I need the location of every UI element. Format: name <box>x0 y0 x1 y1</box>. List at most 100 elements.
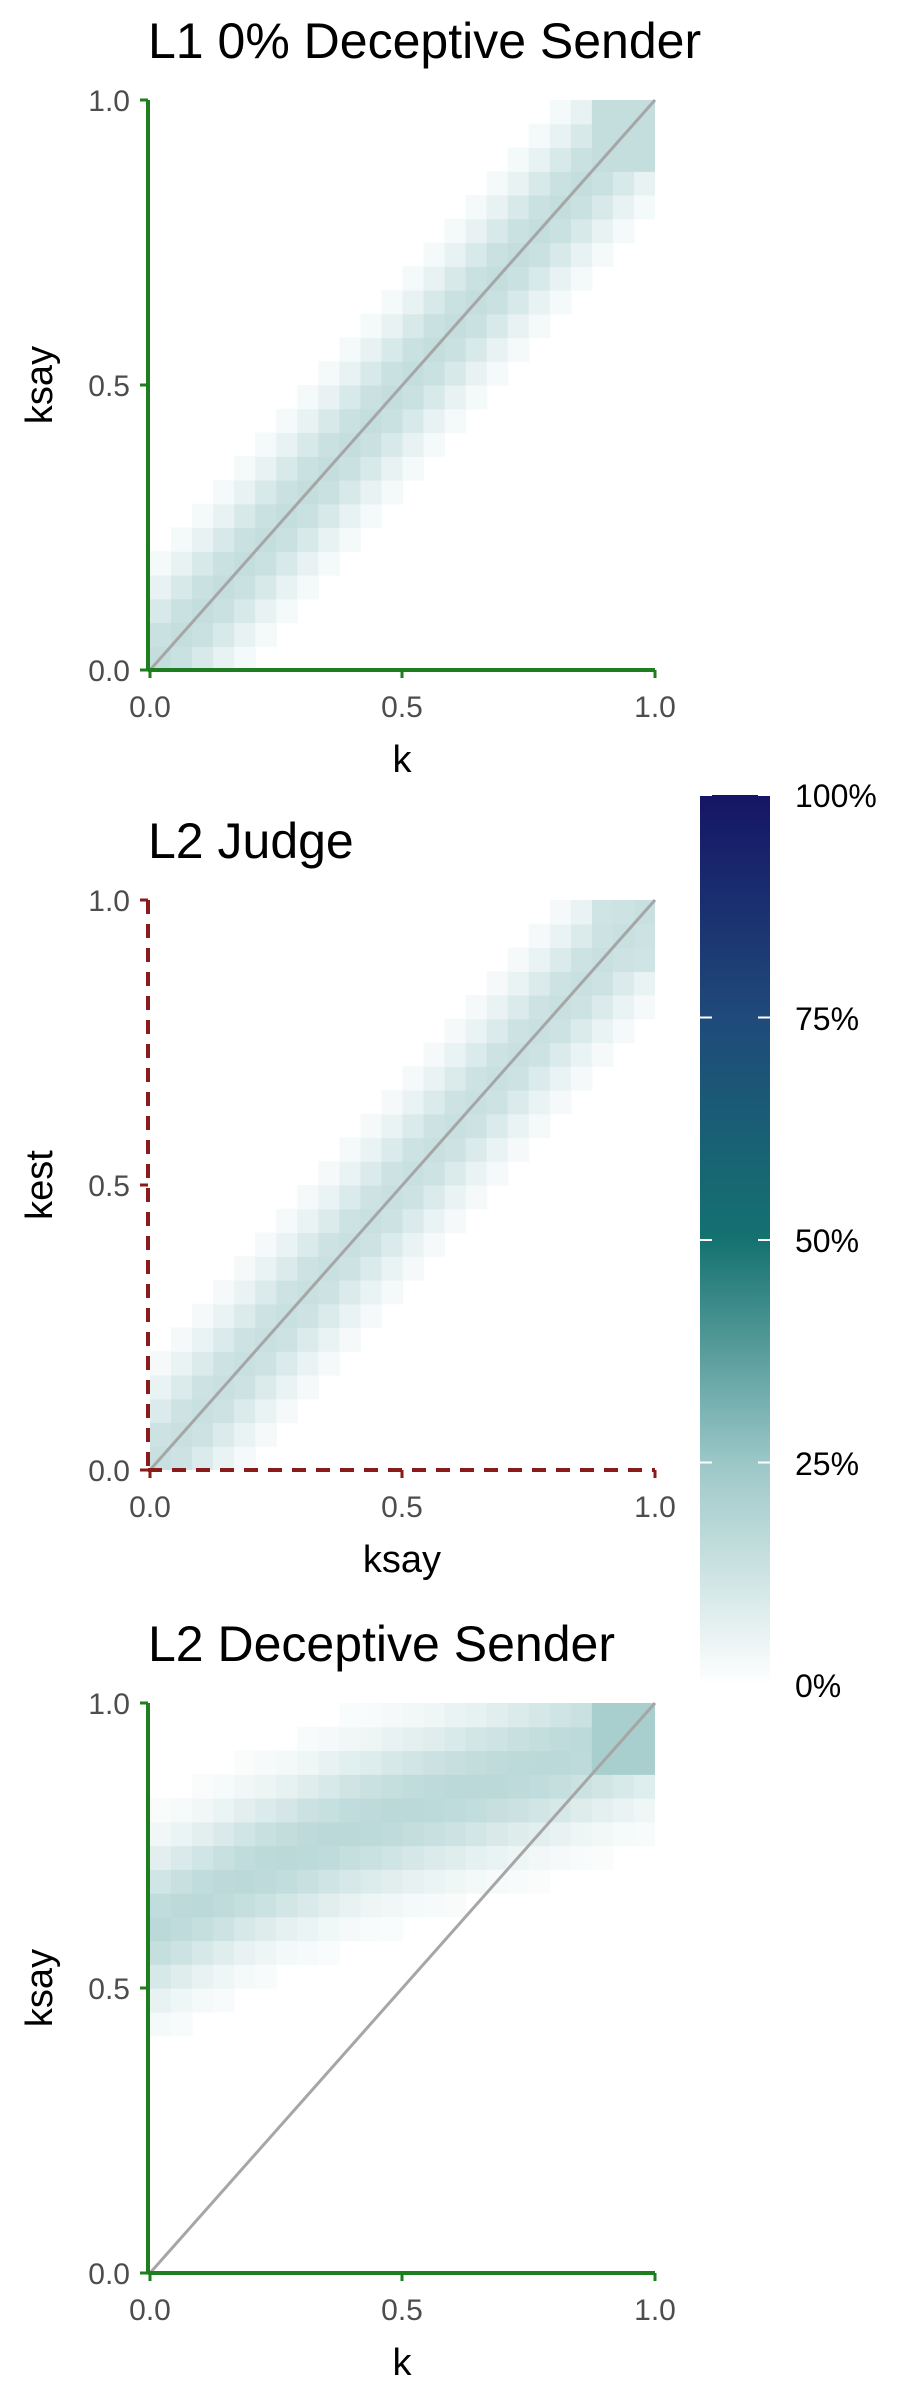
heatmap-cell <box>234 1893 256 1918</box>
heatmap-cell <box>528 1726 551 1752</box>
heatmap-cell <box>465 1750 488 1775</box>
heatmap-cell <box>276 1351 298 1376</box>
heatmap-cell <box>591 123 614 149</box>
heatmap-cell <box>339 1750 362 1775</box>
heatmap-cell <box>612 147 635 172</box>
heatmap-cell <box>528 171 551 196</box>
heatmap-cell <box>360 1916 383 1942</box>
heatmap-cell <box>444 337 467 362</box>
legend-label-25: 25% <box>795 1446 859 1482</box>
heatmap-cell <box>234 480 256 505</box>
heatmap-cell <box>549 1090 572 1115</box>
heatmap-cell <box>402 408 425 434</box>
heatmap-cell <box>633 147 655 172</box>
heatmap-cell <box>150 1375 172 1400</box>
heatmap-cell <box>402 290 425 315</box>
heatmap-cell <box>150 1798 172 1823</box>
heatmap-cell <box>444 1726 467 1752</box>
heatmap-cell <box>255 1750 277 1775</box>
heatmap-cell <box>528 242 551 267</box>
heatmap-cell <box>276 575 298 600</box>
heatmap-cell <box>570 195 593 220</box>
heatmap-cell <box>612 218 635 244</box>
heatmap-cell <box>339 1821 362 1847</box>
heatmap-cell <box>486 995 509 1020</box>
heatmap-cell <box>339 1185 362 1210</box>
heatmap-cell <box>192 1845 214 1870</box>
heatmap-cell <box>507 171 530 196</box>
heatmap-cell <box>339 1256 362 1281</box>
heatmap-cell <box>255 575 277 600</box>
heatmap-cell <box>234 598 256 624</box>
heatmap-cell <box>444 1798 467 1823</box>
heatmap-cell <box>612 900 635 925</box>
heatmap-cell <box>255 432 277 457</box>
heatmap-cell <box>255 1256 277 1281</box>
panel-l2-sender: L2 Deceptive Sender 0.0 0.5 1.0 0.0 0.5 … <box>19 1616 676 2384</box>
heatmap-cell <box>528 147 551 172</box>
heatmap-cell <box>297 503 319 529</box>
heatmap-cell <box>570 242 593 267</box>
heatmap-cell <box>633 995 655 1020</box>
heatmap-cell <box>423 290 446 315</box>
heatmap-cell <box>150 1940 172 1965</box>
heatmap-cell <box>633 171 655 196</box>
heatmap-cell <box>339 503 362 529</box>
heatmap-cell <box>318 503 340 529</box>
heatmap-cell <box>255 1916 277 1942</box>
x-axis-label: k <box>393 2342 413 2384</box>
heatmap-cell <box>339 1726 362 1752</box>
heatmap-cell <box>381 1256 404 1281</box>
heatmap-cell <box>276 1327 298 1352</box>
reference-diagonal <box>148 899 657 1471</box>
heatmap-cell <box>276 1774 298 1799</box>
heatmap-cell <box>402 432 425 457</box>
heatmap-cell <box>360 1750 383 1775</box>
heatmap-cell <box>591 1798 614 1823</box>
heatmap-cell <box>402 1869 425 1894</box>
heatmap-cell <box>318 361 340 386</box>
heatmap-cell <box>528 947 551 972</box>
legend-tick-marks <box>700 794 770 1686</box>
heatmap-cell <box>486 1018 509 1044</box>
heatmap-cell <box>192 1422 214 1447</box>
heatmap-cell <box>444 1703 467 1728</box>
heatmap-cell <box>507 1798 530 1823</box>
heatmap-cell <box>612 1798 635 1823</box>
heatmap-cell <box>150 1893 172 1918</box>
heatmap-cell <box>549 1750 572 1775</box>
color-legend: 100% 75% 50% 25% 0% <box>700 778 877 1704</box>
heatmap-cell <box>297 575 319 600</box>
heatmap-cell <box>444 290 467 315</box>
heatmap-cell <box>171 1964 193 1989</box>
heatmap-cell <box>507 1869 530 1894</box>
panel-title: L1 0% Deceptive Sender <box>148 13 701 69</box>
heatmap-cell <box>150 1916 172 1942</box>
heatmap-cell <box>297 1327 319 1352</box>
heatmap-cell <box>171 575 193 600</box>
heatmap-cell <box>297 527 319 552</box>
heatmap-cell <box>528 1066 551 1091</box>
heatmap-cell <box>360 480 383 505</box>
heatmap-cell <box>297 408 319 434</box>
heatmap-cell <box>612 171 635 196</box>
heatmap-cell <box>423 1774 446 1799</box>
heatmap-cell <box>381 1798 404 1823</box>
heatmap-cell <box>318 1232 340 1257</box>
heatmap-cell <box>192 1774 214 1799</box>
heatmap-cell <box>234 1964 256 1989</box>
heatmap-cell <box>213 1351 235 1376</box>
heatmap-cell <box>423 1869 446 1894</box>
heatmap-cell <box>528 1798 551 1823</box>
heatmap-cell <box>171 1916 193 1942</box>
heatmap-cell <box>192 1964 214 1989</box>
heatmap-cell <box>633 1750 655 1775</box>
heatmap-cell <box>465 1113 488 1139</box>
reference-diagonal <box>148 99 657 671</box>
heatmap-cell <box>402 1256 425 1281</box>
heatmap-cell <box>318 1893 340 1918</box>
heatmap-cell <box>192 527 214 552</box>
heatmap-cell <box>381 1232 404 1257</box>
heatmap-cell <box>339 1774 362 1799</box>
heatmap-cell <box>360 1703 383 1728</box>
